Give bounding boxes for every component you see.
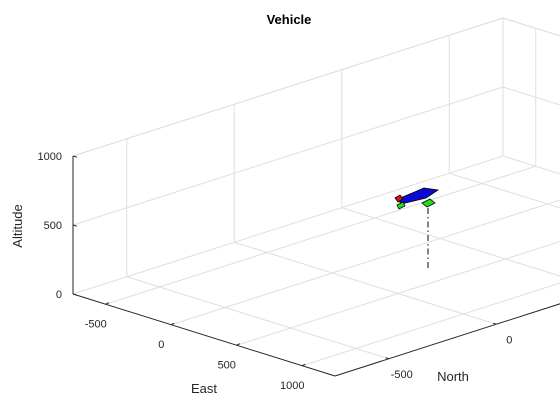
z-tick-mark [72,155,78,158]
z-tick-label: 1000 [38,151,62,163]
x-axis-line [72,293,336,377]
vehicle-stabilizer [396,201,406,210]
gridline-floor-x [105,165,536,305]
vehicle-tail [394,194,404,203]
z-tick-label: 500 [44,220,62,232]
gridline-floor-y [126,276,389,360]
gridline-backwall-z [502,86,560,106]
chart-title: Vehicle [267,12,312,27]
axes [72,155,560,377]
y-tick-label: -500 [391,369,413,381]
y-tick-mark [493,322,497,325]
gridline-floor-y [449,172,560,209]
x-tick-label: 500 [218,359,236,371]
gridline-floor-y [341,207,560,277]
z-tick-mark [72,293,78,296]
y-tick-mark [385,357,389,360]
vehicle-wing-right [421,198,436,208]
grid [72,17,560,367]
x-tick-mark [302,363,306,367]
y-axis-label: North [437,369,469,384]
x-tick-label: 0 [158,339,164,351]
x-tick-label: -500 [85,318,107,330]
box-edge-top-back [502,17,560,37]
x-tick-mark [171,322,175,326]
y-tick-label: 0 [506,334,512,346]
z-tick-mark [72,224,78,227]
gridline-floor-x [236,240,560,346]
gridline-floor-y [234,241,497,325]
gridline-sidewall-z [72,86,504,226]
z-axis-label: Altitude [10,204,25,247]
y-axis-line [334,303,560,377]
vehicle-marker [394,187,440,271]
x-tick-mark [105,302,109,305]
x-axis-label: East [191,381,217,396]
x-tick-mark [236,343,240,346]
gridline-backwall-z [502,155,560,175]
x-tick-label: 1000 [280,380,304,392]
gridline-sidewall-z [72,155,504,295]
gridline-floor-x [302,282,560,367]
box-edge-top-left [72,17,504,157]
z-tick-label: 0 [56,289,62,301]
gridline-floor-x [171,199,560,326]
